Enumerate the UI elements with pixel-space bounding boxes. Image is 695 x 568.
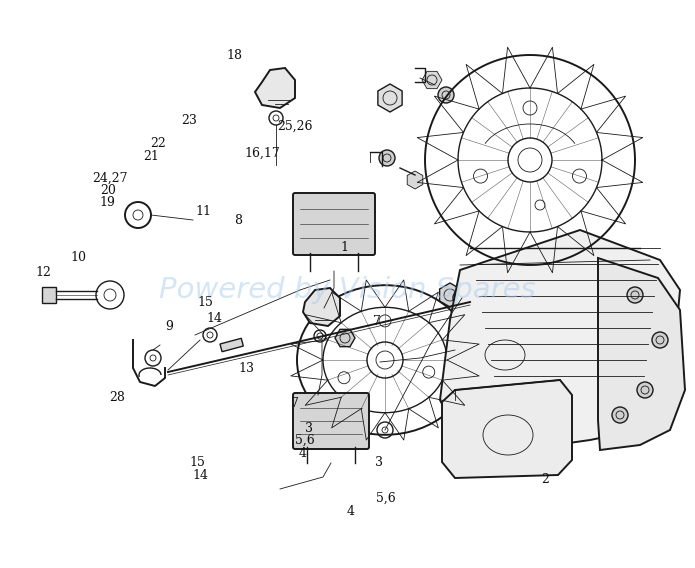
Polygon shape [442,380,572,478]
Text: 9: 9 [165,320,173,333]
Text: 24,27: 24,27 [92,172,128,184]
Text: 19: 19 [100,196,115,208]
Polygon shape [378,84,402,112]
Text: 15: 15 [198,296,213,308]
Circle shape [438,87,454,103]
Polygon shape [303,288,340,326]
FancyBboxPatch shape [293,393,369,449]
Text: 12: 12 [35,266,51,279]
Text: 3: 3 [305,422,313,435]
Bar [220,339,243,352]
FancyBboxPatch shape [293,193,375,255]
Text: 15: 15 [190,457,205,469]
Circle shape [652,332,668,348]
Text: 5,6: 5,6 [376,492,395,505]
Text: 7: 7 [373,315,382,328]
Text: Powered by Vision Spares: Powered by Vision Spares [158,276,535,304]
Text: 4: 4 [298,447,306,460]
Text: 20: 20 [100,184,115,197]
Circle shape [612,407,628,423]
Circle shape [637,382,653,398]
Circle shape [379,150,395,166]
Text: 4: 4 [347,505,355,517]
Polygon shape [335,329,355,346]
Text: 18: 18 [226,49,243,61]
Text: 22: 22 [151,137,166,149]
Text: 8: 8 [234,214,243,227]
Text: 5,6: 5,6 [295,434,314,446]
Bar [42,287,56,303]
Text: 2: 2 [541,474,550,486]
Text: 10: 10 [70,251,87,264]
Polygon shape [255,68,295,108]
Text: 14: 14 [192,470,208,482]
Polygon shape [440,283,460,307]
Text: 28: 28 [109,391,124,404]
Text: 16,17: 16,17 [245,147,281,160]
Text: 1: 1 [340,241,348,253]
Polygon shape [407,171,423,189]
Text: 25,26: 25,26 [277,120,313,132]
Polygon shape [440,230,680,450]
Circle shape [627,287,643,303]
Text: 11: 11 [195,205,211,218]
Polygon shape [422,72,442,89]
Text: 14: 14 [206,312,222,324]
Text: 23: 23 [181,114,197,127]
Text: 21: 21 [144,150,159,162]
Text: 13: 13 [238,362,255,374]
Text: 3: 3 [375,457,383,469]
Text: 7: 7 [291,397,300,410]
Polygon shape [598,258,685,450]
